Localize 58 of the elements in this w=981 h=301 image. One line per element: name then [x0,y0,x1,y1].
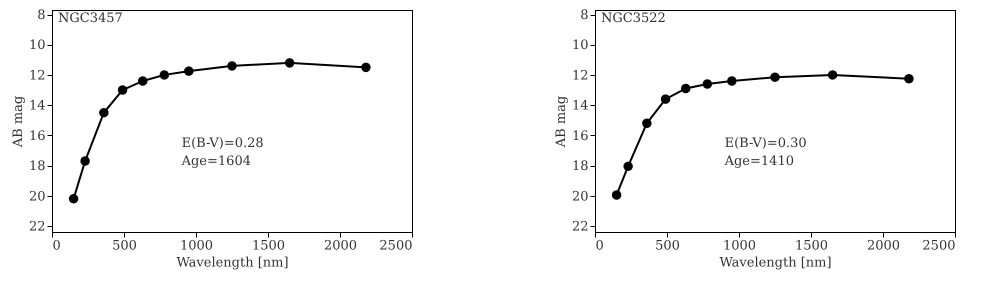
y-axis-title: AB mag [554,96,569,148]
x-tick-label: 0 [52,238,61,254]
point [612,190,622,200]
x-tick-label: 2500 [922,238,956,254]
y-tick-label: 14 [572,98,588,114]
y-tick-label: 12 [28,68,46,84]
y-tick-label: 12 [572,68,588,84]
x-tick-label: 1500 [252,238,286,254]
x-tick-label: 2000 [866,238,900,254]
point [642,118,652,128]
y-tick-label: 16 [28,128,46,144]
x-tick-label: 2500 [379,238,412,254]
y-tick-label: 8 [37,8,46,24]
x-tick-label: 1500 [794,238,828,254]
point [702,79,712,89]
x-tick-label: 1000 [722,238,756,254]
y-tick-label: 10 [572,38,588,54]
point [361,62,371,72]
x-tick-label: 1000 [180,238,214,254]
y-tick-label: 20 [28,189,46,204]
point [118,85,128,95]
point [227,61,237,71]
x-tick-label: 500 [112,238,137,254]
x-axis-title: Wavelength [nm] [719,256,832,270]
y-tick-label: 8 [580,8,588,24]
point [680,84,690,94]
point [184,66,194,76]
chart-title: NGC3522 [601,11,666,26]
annotation: E(B-V)=0.28 [182,136,264,152]
annotation: E(B-V)=0.30 [724,136,807,152]
point [660,94,670,104]
point [727,76,737,86]
point [828,70,838,80]
x-tick-label: 2000 [324,238,358,254]
point [80,156,90,166]
y-tick-label: 18 [28,159,46,174]
point [138,76,148,86]
y-tick-label: 20 [572,189,588,204]
y-tick-label: 14 [28,98,46,114]
point [99,108,109,118]
x-tick-label: 0 [596,238,604,254]
point [770,72,780,82]
point [904,74,914,84]
y-tick-label: 10 [28,38,46,54]
chart-title: NGC3457 [58,11,123,26]
y-tick-label: 18 [572,159,588,174]
point [68,194,78,204]
y-tick-label: 16 [572,128,588,144]
x-axis-title: Wavelength [nm] [176,256,289,270]
x-tick-label: 500 [655,238,680,254]
point [623,162,633,172]
annotation: Age=1604 [180,154,251,170]
y-tick-label: 22 [572,219,588,234]
point [160,70,170,80]
y-tick-label: 22 [28,219,46,234]
y-axis-title: AB mag [10,96,26,148]
point [284,58,294,68]
annotation: Age=1410 [724,154,794,170]
